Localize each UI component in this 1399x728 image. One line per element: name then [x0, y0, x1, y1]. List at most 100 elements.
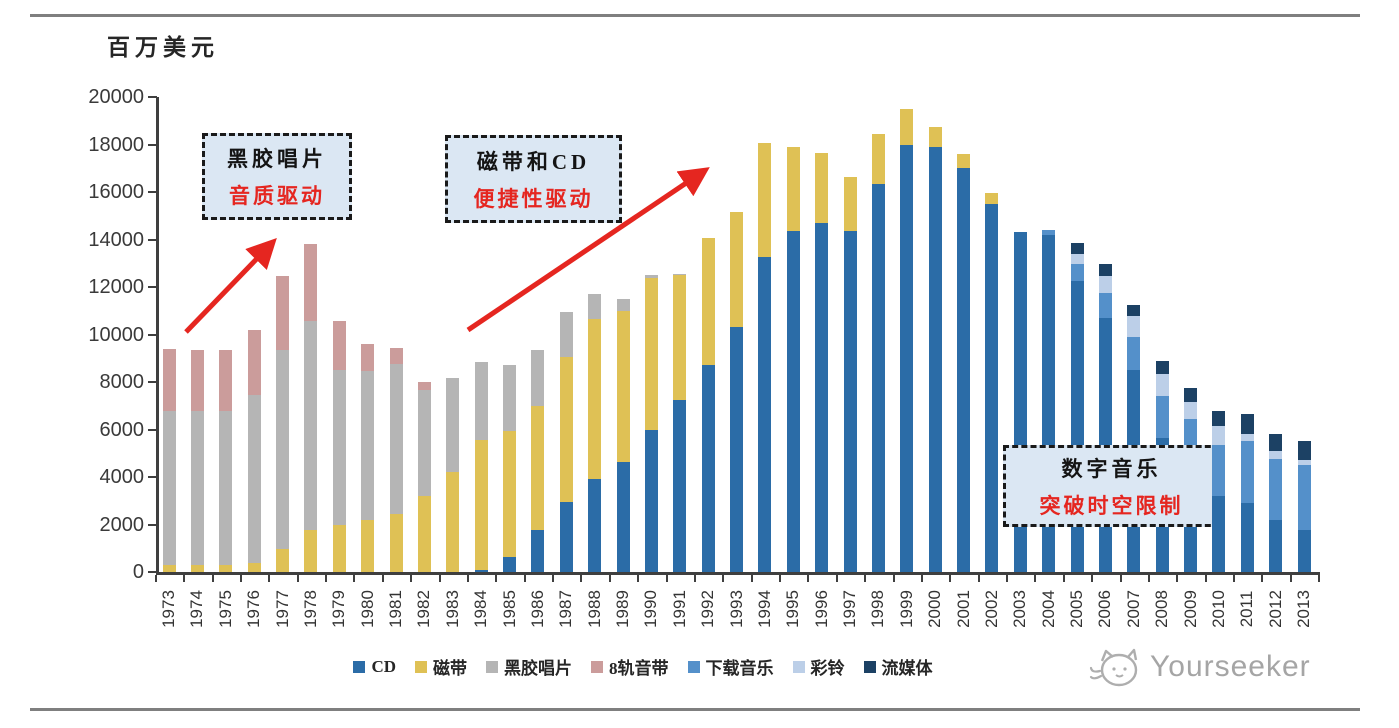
bar-segment-CD [616, 461, 630, 572]
bar-segment-下载音乐 [1212, 444, 1226, 496]
y-tick [148, 238, 157, 241]
bar-segment-CD [815, 222, 829, 572]
bar-segment-磁带 [730, 212, 743, 328]
x-year-label: 1985 [499, 590, 519, 628]
x-tick [1062, 575, 1065, 582]
annotation-cassette-cd-era: 磁带和CD 便捷性驱动 [445, 135, 622, 223]
x-year-label: 1994 [754, 590, 774, 628]
bar-segment-磁带 [957, 154, 970, 169]
x-year-label: 1993 [726, 590, 746, 628]
legend-swatch [486, 660, 499, 673]
x-tick [1091, 575, 1094, 582]
x-tick [239, 575, 242, 582]
bar-segment-下载音乐 [1042, 230, 1056, 235]
bar-segment-8轨音带 [219, 349, 233, 411]
bar-segment-下载音乐 [1127, 336, 1141, 371]
y-tick-label: 4000 [99, 466, 145, 488]
y-tick-label: 6000 [99, 418, 145, 441]
x-year-label: 2001 [953, 590, 973, 628]
x-tick [1119, 575, 1122, 582]
x-year-label: 2004 [1038, 590, 1058, 628]
bar-segment-磁带 [304, 530, 318, 572]
top-divider [30, 14, 1360, 17]
x-year-label: 1984 [471, 590, 491, 628]
legend-label: 彩铃 [810, 659, 845, 678]
cat-doodle-icon [1089, 648, 1138, 687]
x-year-label: 1992 [698, 590, 718, 628]
x-tick [495, 575, 498, 582]
x-tick [807, 575, 810, 582]
bar-segment-彩铃 [1070, 253, 1084, 265]
legend-label: 8轨音带 [609, 659, 669, 678]
watermark: Yourseeker [1088, 643, 1311, 691]
x-year-label: 2009 [1180, 590, 1200, 628]
bar-segment-彩铃 [1127, 315, 1141, 337]
x-year-label: 1999 [896, 590, 916, 628]
bar-segment-下载音乐 [1155, 396, 1169, 438]
legend-label: 黑胶唱片 [504, 659, 573, 678]
bar-segment-CD [786, 231, 800, 572]
legend-item-CD: CD [353, 657, 396, 677]
bar-segment-8轨音带 [389, 347, 403, 365]
bar-segment-下载音乐 [1297, 465, 1311, 531]
legend-swatch [687, 660, 700, 673]
bar-segment-彩铃 [1240, 434, 1254, 442]
x-tick [1204, 575, 1207, 582]
x-tick [665, 575, 668, 582]
bar-segment-磁带 [786, 146, 800, 232]
x-year-label: 1980 [357, 590, 377, 628]
bar-segment-CD [559, 501, 573, 572]
x-tick [268, 575, 271, 582]
x-tick [1233, 575, 1236, 582]
x-tick [296, 575, 299, 582]
bar-segment-CD [1240, 503, 1254, 572]
x-tick [1289, 575, 1292, 582]
x-tick [779, 575, 782, 582]
bar-segment-黑胶唱片 [190, 410, 204, 565]
bar-segment-CD [1070, 281, 1084, 572]
x-tick [608, 575, 611, 582]
x-tick [637, 575, 640, 582]
bar-segment-磁带 [871, 133, 885, 184]
x-tick [864, 575, 867, 582]
bar-segment-磁带 [219, 564, 233, 572]
bar-segment-下载音乐 [1098, 292, 1112, 318]
legend-label: 下载音乐 [705, 659, 774, 678]
bar-segment-黑胶唱片 [332, 370, 346, 525]
bar-segment-磁带 [247, 562, 261, 572]
bar-segment-黑胶唱片 [474, 361, 488, 441]
bar-segment-黑胶唱片 [446, 378, 460, 473]
bar-segment-磁带 [701, 238, 715, 366]
x-year-label: 1989 [613, 590, 632, 628]
y-tick-label: 12000 [88, 276, 144, 298]
bar-segment-8轨音带 [332, 321, 346, 371]
x-tick [1261, 575, 1264, 582]
x-year-label: 2010 [1208, 590, 1228, 628]
x-year-label: 1997 [840, 590, 859, 628]
annotation-vinyl-subtitle: 音质驱动 [229, 184, 325, 208]
y-tick [148, 191, 157, 193]
bar-segment-黑胶唱片 [162, 410, 176, 565]
x-year-label: 1981 [386, 590, 405, 628]
x-year-label: 1991 [669, 590, 689, 628]
x-tick [750, 575, 753, 582]
annotation-cassette-cd-title: 磁带和CD [476, 149, 591, 174]
bar-segment-磁带 [332, 524, 346, 572]
y-tick [148, 428, 157, 431]
bar-segment-CD [673, 399, 687, 572]
x-year-label: 1986 [527, 590, 547, 628]
bar-segment-流媒体 [1098, 264, 1112, 277]
x-year-label: 2006 [1095, 590, 1115, 628]
annotation-cassette-cd-subtitle: 便捷性驱动 [473, 186, 594, 211]
bar-segment-CD [985, 203, 999, 572]
x-tick [154, 575, 157, 582]
y-tick [148, 523, 157, 526]
bar-segment-CD [701, 365, 715, 572]
legend-item-下载音乐: 下载音乐 [687, 654, 774, 679]
bar-segment-8轨音带 [190, 349, 204, 411]
bar-segment-磁带 [559, 357, 573, 502]
bar-segment-彩铃 [1155, 373, 1169, 397]
y-tick-label: 18000 [88, 133, 144, 156]
x-tick [410, 575, 413, 582]
